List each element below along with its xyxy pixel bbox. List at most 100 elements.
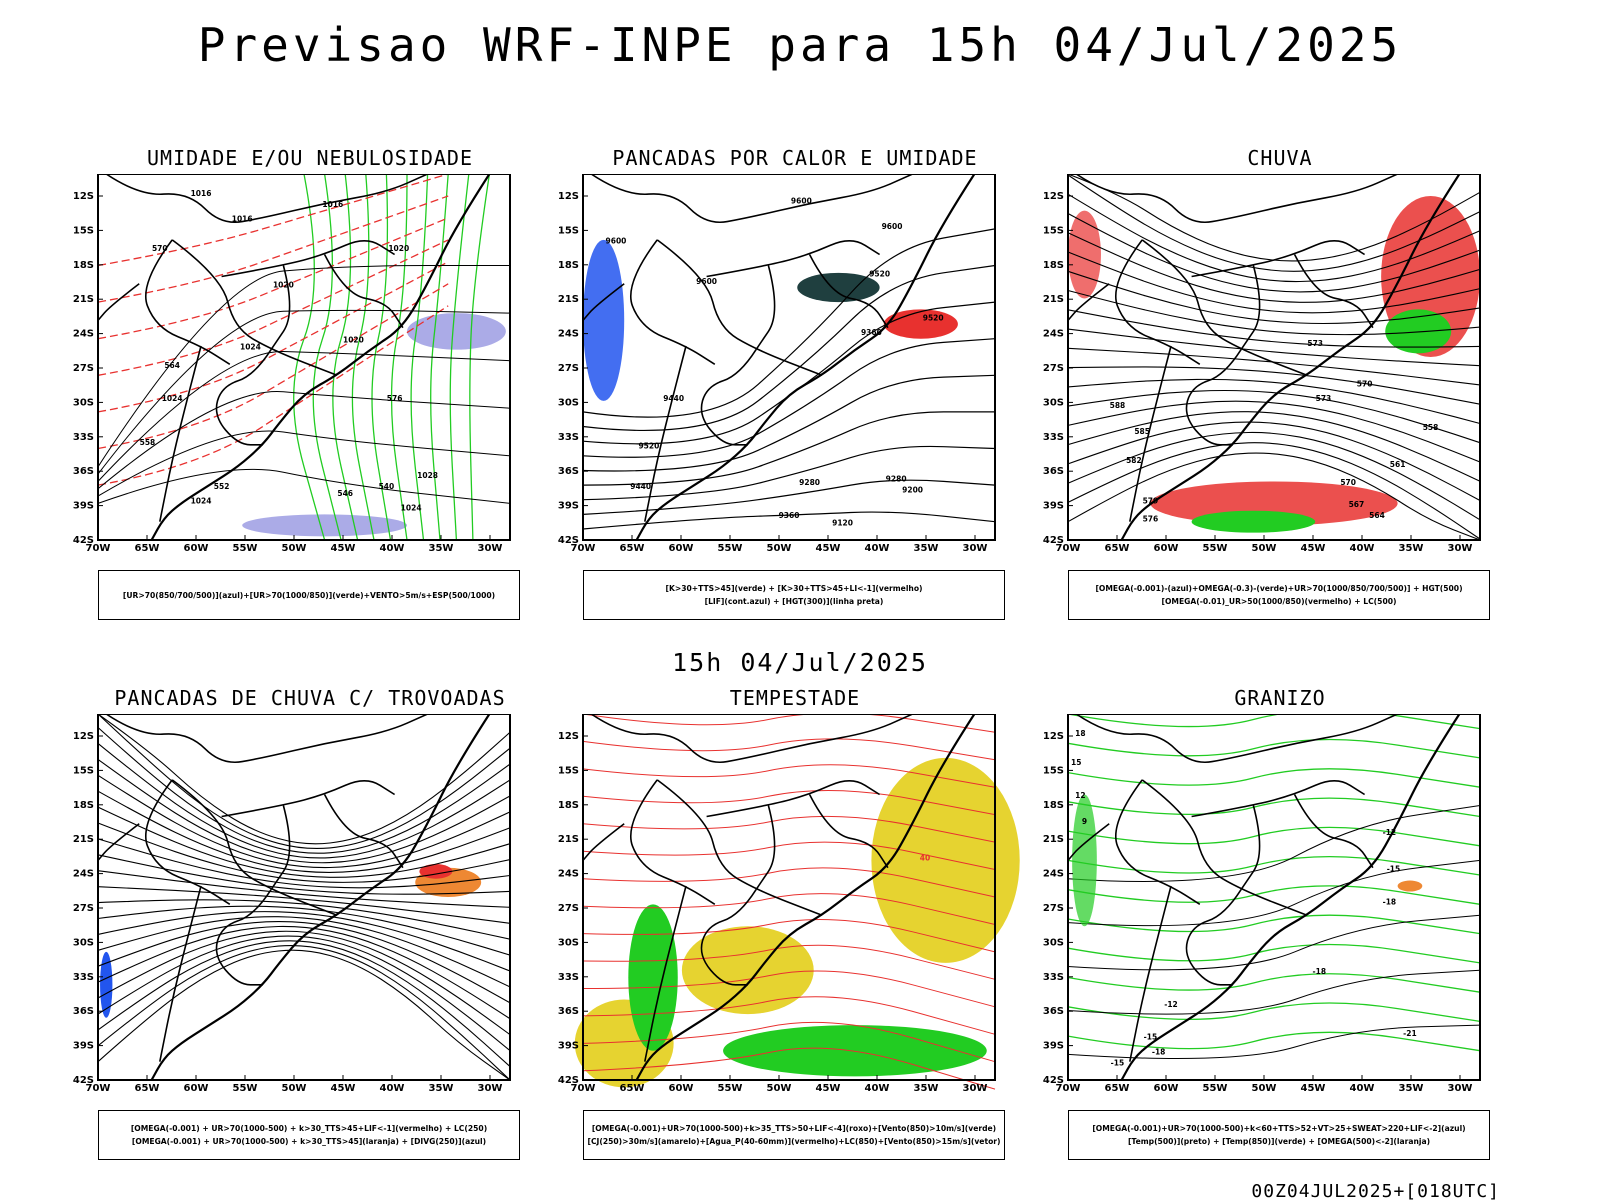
state-border: [1240, 805, 1261, 891]
water-vapor-contour: [582, 790, 996, 816]
hgt300-contour: [582, 445, 996, 501]
lon-tick-label: 65W: [1105, 543, 1130, 554]
lat-tick-label: 30S: [73, 397, 94, 408]
panel-title: UMIDADE E/OU NEBULOSIDADE: [146, 146, 474, 170]
temp850-contour: [1067, 768, 1481, 788]
lon-tick-label: 60W: [669, 543, 694, 554]
humidity-low-contour: [410, 174, 429, 541]
streamline: [1067, 232, 1481, 303]
contour-label: 588: [1110, 401, 1126, 410]
map-background: [98, 714, 510, 1080]
streamline: [1067, 174, 1481, 272]
fields-group: [97, 714, 511, 1081]
state-border: [1114, 239, 1201, 365]
streamline: [97, 899, 511, 940]
lat-tick-label: 42S: [558, 1075, 579, 1086]
jet-yellow-area: [871, 757, 1020, 963]
state-border: [323, 794, 404, 869]
panel-pancadas-calor: PANCADAS POR CALOR E UMIDADE 9600 9600 960…: [555, 146, 1035, 626]
coastline: [1120, 714, 1461, 1081]
water-vapor-contour: [582, 944, 996, 980]
map-pancadas-calor: 9600 9600 9600 9520 9520 9440 9360 9280 9200 9120…: [558, 174, 996, 554]
lon-tick-label: 35W: [1399, 543, 1424, 554]
lat-tick-label: 27S: [1043, 903, 1064, 914]
thickness-contour: [97, 217, 449, 340]
state-border: [1129, 885, 1172, 1062]
contour-label: 9440: [663, 394, 684, 403]
coastline: [150, 174, 491, 541]
lon-tick-label: 55W: [233, 1083, 258, 1094]
hgt300-contour: [582, 374, 996, 472]
lon-tick-label: 35W: [1399, 1083, 1424, 1094]
lat-tick-label: 30S: [558, 937, 579, 948]
lat-tick-label: 42S: [558, 535, 579, 546]
water-vapor-contour: [582, 841, 996, 870]
state-border: [656, 779, 823, 917]
lon-tick-label: 60W: [1154, 1083, 1179, 1094]
lat-tick-label: 27S: [558, 363, 579, 374]
contour-label: 567: [1349, 500, 1365, 509]
lat-tick-label: 12S: [73, 191, 94, 202]
lat-tick-label: 24S: [558, 329, 579, 340]
wind850-green-area: [628, 904, 678, 1051]
state-border: [1191, 240, 1366, 278]
map-frame-group: [98, 714, 510, 1080]
streamline: [97, 806, 511, 878]
lon-tick-label: 35W: [429, 543, 454, 554]
water-vapor-contour: [582, 1021, 996, 1063]
humidity-low-contour: [469, 174, 491, 541]
lon-tick-label: 45W: [1301, 1083, 1326, 1094]
contour-label: 1024: [191, 496, 212, 505]
map-frame: [1067, 714, 1481, 1081]
humidity-low-contour: [449, 174, 470, 541]
wind850-green-area: [723, 1025, 987, 1077]
lat-tick-label: 18S: [73, 800, 94, 811]
contour-label: -15: [1111, 1058, 1125, 1067]
lat-tick-label: 18S: [558, 800, 579, 811]
lat-tick-label: 39S: [558, 1041, 579, 1052]
lat-tick-label: 39S: [1043, 501, 1064, 512]
panel-title: PANCADAS DE CHUVA C/ TROVOADAS: [114, 686, 506, 710]
contour-label: 579: [1143, 496, 1159, 505]
contour-label: -18: [1313, 967, 1327, 976]
lon-tick-label: 45W: [331, 543, 356, 554]
lat-tick-label: 21S: [73, 834, 94, 845]
lon-tick-label: 60W: [184, 1083, 209, 1094]
map-frame-group: [583, 174, 995, 540]
lat-tick-label: 27S: [1043, 363, 1064, 374]
water-vapor-contour: [582, 918, 996, 953]
state-border: [590, 174, 913, 223]
lat-tick-label: 39S: [1043, 1041, 1064, 1052]
geography-group: [97, 714, 491, 1081]
lon-tick-label: 40W: [380, 543, 405, 554]
temp850-contour: [1067, 885, 1481, 905]
lon-tick-label: 60W: [669, 1083, 694, 1094]
map-frame: [97, 714, 511, 1081]
streamline: [1067, 328, 1481, 367]
lon-tick-label: 30W: [478, 1083, 503, 1094]
coastline: [150, 714, 491, 1081]
streamline: [97, 714, 511, 845]
state-border: [582, 283, 625, 321]
lon-tick-label: 70W: [571, 1083, 596, 1094]
lat-tick-label: 18S: [73, 260, 94, 271]
fields-group: 9600 9600 9600 9520 9520 9440 9360 9280 9200 9120…: [582, 196, 996, 530]
lat-tick-label: 15S: [1043, 765, 1064, 776]
lat-tick-label: 36S: [73, 466, 94, 477]
contour-label: 552: [214, 482, 230, 491]
hgt300-contour: [582, 338, 996, 458]
lat-tick-label: 36S: [1043, 466, 1064, 477]
lat-tick-label: 30S: [558, 397, 579, 408]
legend-line-2: [OMEGA(-0.001) + UR>70(1000-500) + k>30_…: [131, 1137, 487, 1146]
contour-label: 9600: [606, 237, 627, 246]
streamline: [1067, 378, 1481, 425]
lat-tick-label: 24S: [73, 869, 94, 880]
page-title: Previsao WRF-INPE para 15h 04/Jul/2025: [197, 18, 1403, 72]
streamline: [1067, 452, 1481, 541]
streamline: [1067, 289, 1481, 336]
humidity-low-contour: [332, 174, 359, 541]
lat-tick-label: 36S: [558, 1006, 579, 1017]
